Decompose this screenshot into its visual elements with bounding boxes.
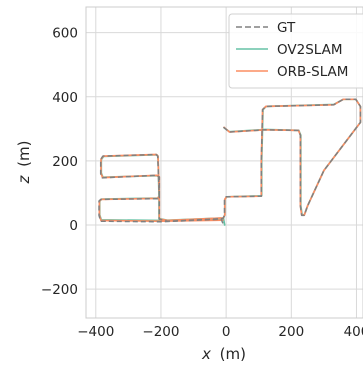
- x-axis-unit: (m): [220, 345, 246, 363]
- x-tick-label: 0: [222, 324, 231, 340]
- legend-label-orbslam: ORB-SLAM: [277, 64, 348, 80]
- x-axis-variable: x: [201, 345, 211, 363]
- x-tick-label: 400: [344, 324, 363, 340]
- plot-frame: [85, 6, 363, 319]
- series-layer: [98, 98, 362, 226]
- x-tick-labels: −400 −200 0 200 400: [77, 324, 363, 340]
- y-axis-label: z (m): [15, 141, 33, 185]
- y-tick-label: 0: [69, 218, 78, 234]
- y-tick-label: 600: [52, 26, 78, 42]
- x-tick-label: −200: [142, 324, 179, 340]
- legend-label-gt: GT: [277, 20, 296, 36]
- legend-box: [228, 13, 363, 89]
- legend-label-ov2slam: OV2SLAM: [277, 42, 343, 58]
- x-tick-label: 200: [278, 324, 304, 340]
- y-tick-label: 200: [52, 154, 78, 170]
- series-line-orbslam: [98, 98, 362, 223]
- y-tick-label: −200: [41, 282, 78, 298]
- y-axis-variable: z: [15, 174, 33, 184]
- series-line-ov2slam: [98, 98, 362, 226]
- y-axis-unit: (m): [15, 141, 33, 167]
- legend: GT OV2SLAM ORB-SLAM: [228, 13, 363, 89]
- series-line-gt: [98, 98, 362, 224]
- y-tick-label: 400: [52, 90, 78, 106]
- y-tick-labels: −200 0 200 400 600: [41, 26, 78, 298]
- x-axis-label: x (m): [201, 345, 246, 363]
- x-tick-label: −400: [77, 324, 114, 340]
